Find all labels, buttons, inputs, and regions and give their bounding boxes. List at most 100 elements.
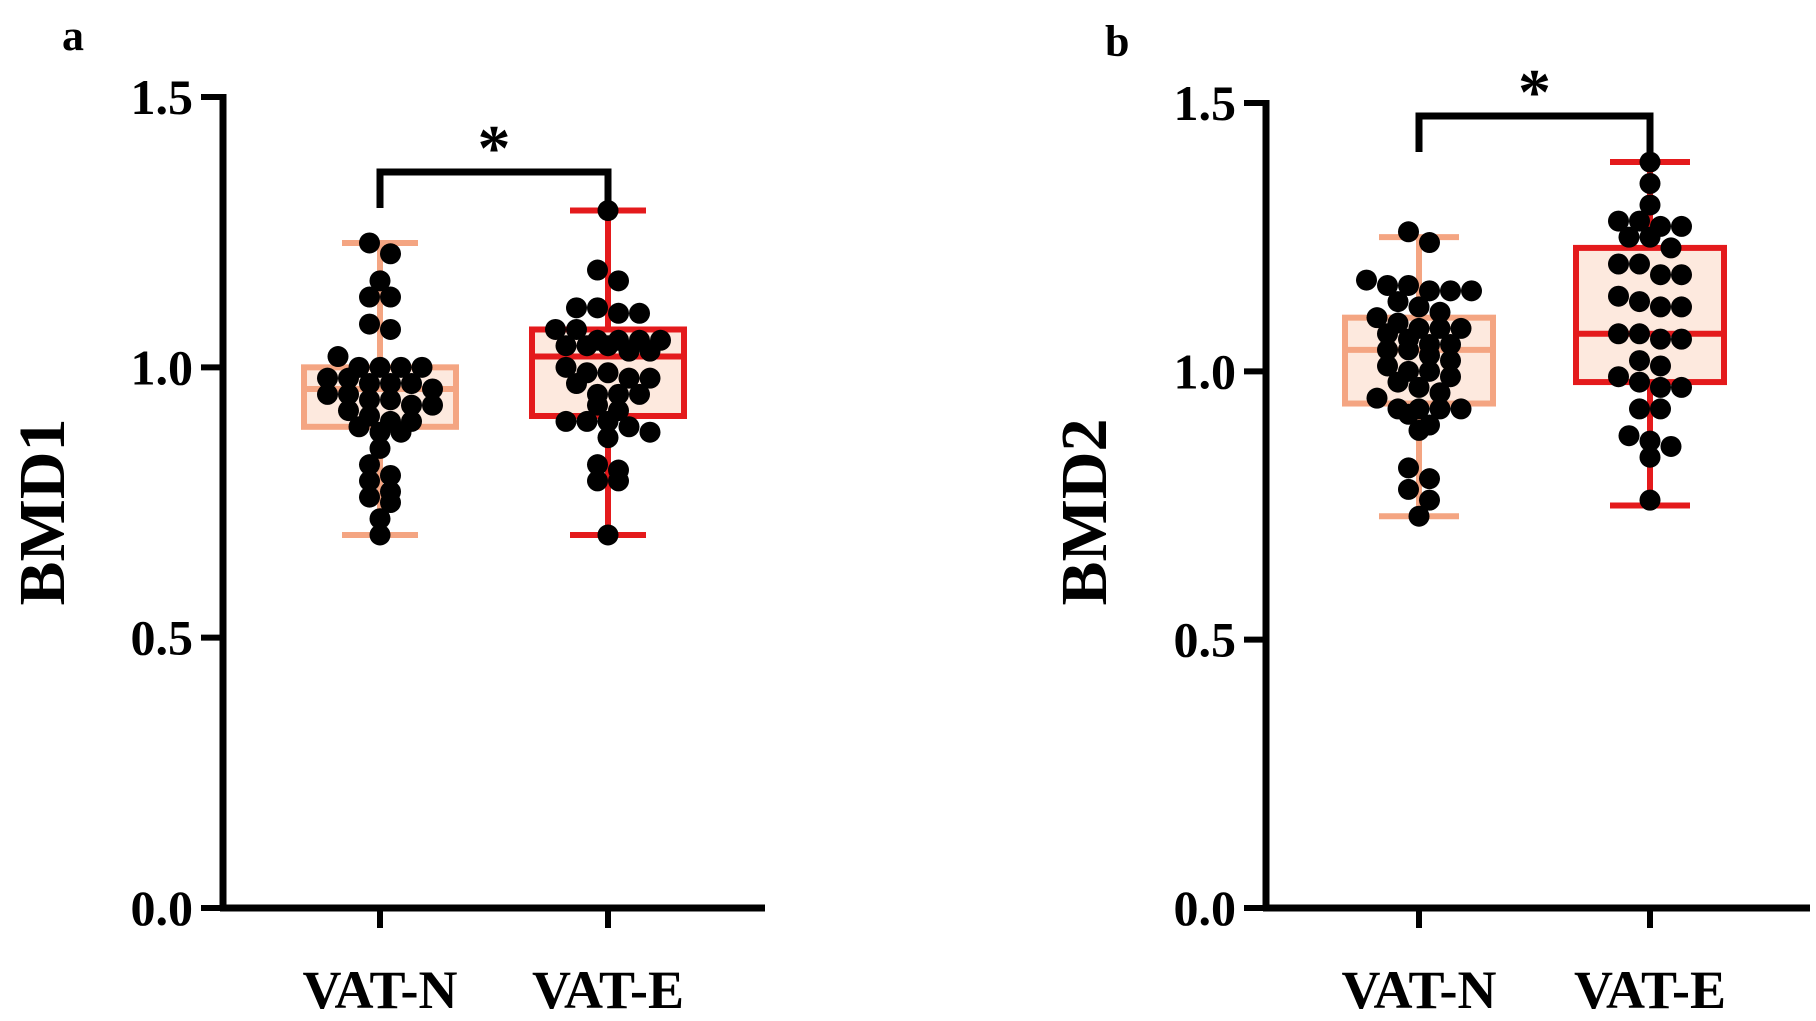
- data-point: [1650, 376, 1671, 398]
- data-point: [1608, 323, 1629, 345]
- data-point: [380, 286, 401, 308]
- data-point: [587, 470, 608, 492]
- data-point: [1366, 307, 1388, 329]
- data-point: [1629, 291, 1650, 313]
- data-point: [587, 394, 608, 416]
- data-point: [597, 362, 619, 384]
- data-point: [369, 270, 391, 292]
- data-point: [1639, 194, 1661, 216]
- data-point: [1398, 221, 1419, 243]
- data-point: [618, 367, 640, 389]
- data-point: [576, 410, 598, 432]
- y-tick-label: 0.0: [1174, 880, 1237, 936]
- data-point: [317, 383, 338, 405]
- data-point: [639, 340, 661, 362]
- panel-letter: a: [62, 11, 84, 60]
- panel-a: a BMD1 0.0 0.5 1.0 1.5 VAT-N VAT-E *: [6, 11, 765, 1020]
- y-tick-label: 1.5: [1174, 75, 1237, 131]
- data-point: [566, 297, 587, 319]
- data-point: [401, 394, 422, 416]
- data-point: [1629, 323, 1650, 345]
- data-point: [327, 346, 349, 368]
- data-point: [618, 416, 640, 438]
- data-point: [1629, 371, 1650, 393]
- data-point: [1639, 446, 1661, 468]
- data-point: [639, 421, 661, 443]
- points-VAT-E: [545, 200, 671, 546]
- data-point: [1660, 435, 1682, 457]
- y-tick-label: 1.0: [1174, 343, 1237, 399]
- data-point: [1419, 344, 1440, 366]
- data-point: [1671, 296, 1692, 318]
- data-point: [1377, 339, 1398, 361]
- data-point: [1429, 301, 1451, 323]
- y-tick-label: 0.5: [131, 610, 194, 666]
- data-point: [359, 389, 380, 411]
- data-point: [1629, 350, 1650, 372]
- data-point: [1608, 285, 1629, 307]
- data-point: [411, 356, 433, 378]
- x-tick-label: VAT-E: [532, 960, 684, 1020]
- data-point: [369, 524, 391, 546]
- data-point: [1639, 151, 1661, 173]
- data-point: [390, 356, 412, 378]
- data-point: [1429, 382, 1451, 404]
- data-point: [1650, 264, 1671, 286]
- data-point: [1398, 339, 1419, 361]
- data-point: [597, 200, 619, 222]
- x-tick-label: VAT-N: [1341, 960, 1496, 1020]
- data-point: [1419, 360, 1440, 382]
- data-point: [1408, 376, 1430, 398]
- data-point: [422, 394, 443, 416]
- data-point: [380, 389, 401, 411]
- data-point: [1377, 323, 1398, 345]
- y-tick-label: 1.5: [131, 69, 194, 125]
- data-point: [1650, 398, 1671, 420]
- data-point: [629, 302, 650, 324]
- data-point: [1671, 328, 1692, 350]
- data-point: [1356, 269, 1377, 291]
- data-point: [1408, 505, 1430, 527]
- panel-letter: b: [1105, 17, 1129, 66]
- data-point: [1671, 376, 1692, 398]
- data-point: [390, 421, 412, 443]
- data-point: [608, 270, 629, 292]
- data-point: [348, 416, 370, 438]
- data-point: [369, 421, 391, 443]
- data-point: [369, 508, 391, 530]
- data-point: [1408, 419, 1430, 441]
- panel-b: b BMD2 0.0 0.5 1.0 1.5 VAT-N VAT-E *: [1048, 17, 1810, 1020]
- data-point: [1639, 489, 1661, 511]
- data-point: [1387, 291, 1409, 313]
- significance-star: *: [1518, 56, 1551, 129]
- data-point: [422, 378, 443, 400]
- data-point: [587, 454, 608, 476]
- data-point: [359, 454, 380, 476]
- data-point: [1419, 232, 1440, 254]
- data-point: [1419, 468, 1440, 490]
- data-point: [1618, 425, 1640, 447]
- data-point: [555, 335, 577, 357]
- data-point: [369, 437, 391, 459]
- data-point: [380, 373, 401, 395]
- data-point: [359, 470, 380, 492]
- data-point: [555, 356, 577, 378]
- data-point: [338, 400, 359, 422]
- data-point: [1650, 328, 1671, 350]
- data-point: [1398, 478, 1419, 500]
- data-point: [1639, 430, 1661, 452]
- data-point: [338, 383, 359, 405]
- data-point: [1671, 264, 1692, 286]
- data-point: [1440, 350, 1461, 372]
- data-point: [1377, 274, 1398, 296]
- points-VAT-N: [1356, 221, 1482, 527]
- data-point: [587, 297, 608, 319]
- data-point: [1398, 274, 1419, 296]
- data-point: [1618, 226, 1640, 248]
- x-tick-label: VAT-E: [1574, 960, 1726, 1020]
- data-point: [1429, 317, 1451, 339]
- significance-bracket: [376, 168, 612, 208]
- data-point: [401, 373, 422, 395]
- data-point: [1450, 398, 1472, 420]
